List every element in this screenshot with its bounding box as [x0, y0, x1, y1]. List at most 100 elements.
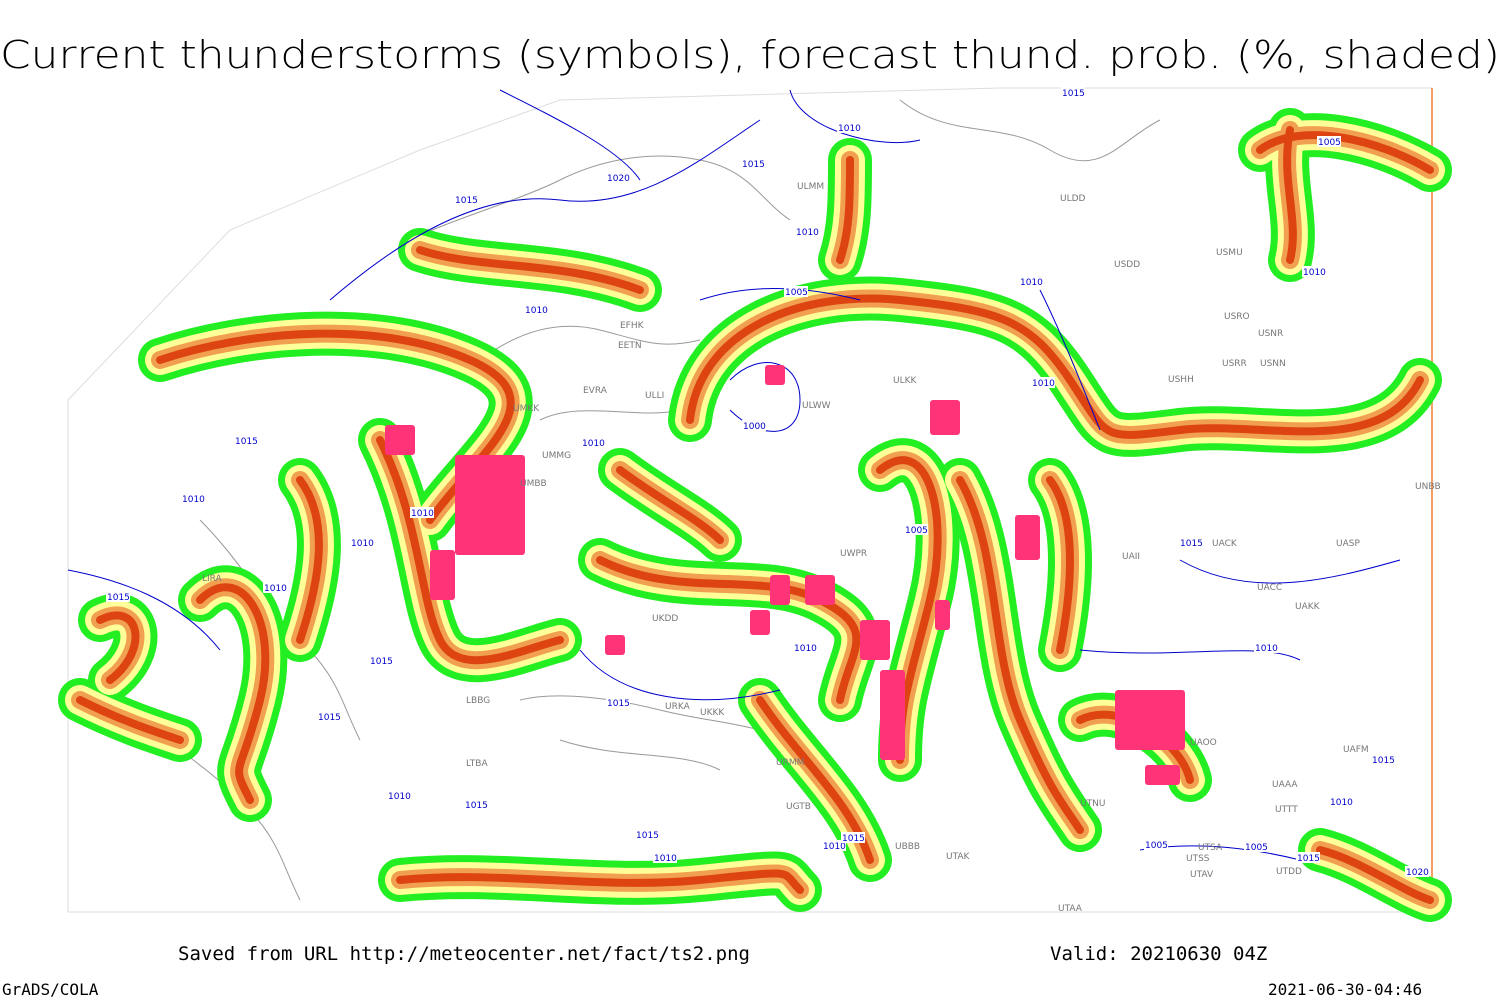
station-label: UTDD: [1276, 867, 1302, 877]
isobar-label: 1010: [411, 509, 434, 519]
isobar-label: 1015: [607, 699, 630, 709]
coastline: [899, 99, 1161, 162]
coastline: [479, 325, 701, 361]
station-label: UKDD: [652, 614, 678, 624]
thunderstorm-symbol: [770, 575, 790, 605]
probability-shading: [96, 611, 140, 684]
isobar-label-bg: [1019, 276, 1043, 287]
isobar-label: 1015: [1297, 854, 1320, 864]
isobar-label: 1010: [351, 539, 374, 549]
isobar-label-bg: [524, 304, 548, 315]
title: Current thunderstorms (symbols), forecas…: [0, 33, 1500, 77]
isobar-label: 1015: [235, 437, 258, 447]
station-label: UTAA: [1058, 904, 1083, 914]
station-label: ULLI: [645, 391, 664, 401]
station-label: EETN: [618, 341, 642, 351]
isobar-label: 1010: [582, 439, 605, 449]
thunderstorm-symbol: [1145, 765, 1180, 785]
isobar-label: 1015: [742, 160, 765, 170]
station-label: EFHK: [620, 321, 645, 331]
isobar-label-bg: [841, 832, 865, 843]
thunderstorm-symbol: [385, 425, 415, 455]
probability-shading: [616, 466, 724, 544]
isobar-label: 1010: [182, 495, 205, 505]
probability-shading: [196, 583, 270, 804]
isobar-label: 1015: [370, 657, 393, 667]
station-label: UACC: [1257, 583, 1282, 593]
coastline: [539, 409, 681, 421]
station-label: UTNU: [1080, 799, 1105, 809]
isobar-label-bg: [1144, 839, 1168, 850]
isobar: [579, 649, 781, 701]
station-label: UACK: [1212, 539, 1238, 549]
isobar-label-bg: [1405, 866, 1429, 877]
isobar-label: 1005: [1318, 138, 1341, 148]
station-label: USRO: [1224, 312, 1250, 322]
station-label: USNR: [1258, 329, 1283, 339]
isobar-label: 1015: [1372, 756, 1395, 766]
isobar: [1079, 649, 1301, 661]
isobar-label: 1015: [318, 713, 341, 723]
probability-shading: [836, 156, 854, 264]
isobar-label: 1010: [1330, 798, 1353, 808]
station-label: UGTB: [786, 802, 811, 812]
isobar-label: 1010: [794, 644, 817, 654]
isobar-label-bg: [1179, 537, 1203, 548]
isobar-label: 1015: [1180, 539, 1203, 549]
station-label: UAFM: [1343, 745, 1369, 755]
isobar-label: 1010: [388, 792, 411, 802]
station-label: ULDD: [1060, 194, 1086, 204]
station-label: UTSA: [1198, 843, 1223, 853]
station-label: UMKK: [513, 404, 540, 414]
probability-shading: [396, 869, 804, 894]
thunderstorm-symbol: [605, 635, 625, 655]
isobar-label-bg: [635, 829, 659, 840]
thunderstorm-symbol: [805, 575, 835, 605]
isobar-label-bg: [350, 537, 374, 548]
isobar-label-bg: [1296, 852, 1320, 863]
isobar-label-bg: [410, 507, 434, 518]
isobar-label: 1000: [743, 422, 766, 432]
isobar-label: 1010: [838, 124, 861, 134]
isobar-label: 1015: [1062, 89, 1085, 99]
probability-shading: [686, 294, 1424, 439]
isobar-label-bg: [387, 790, 411, 801]
isobar-label-bg: [1329, 796, 1353, 807]
isobar-label-bg: [234, 435, 258, 446]
isobar-label-bg: [653, 852, 677, 863]
isobar-label-bg: [369, 655, 393, 666]
station-label: URMM: [776, 758, 804, 768]
station-label: UTAV: [1190, 870, 1214, 880]
probability-shading: [1256, 131, 1434, 174]
probability-shading: [376, 436, 564, 665]
isobar-label: 1010: [264, 584, 287, 594]
isobar-label: 1020: [607, 174, 630, 184]
isobar-label-bg: [317, 711, 341, 722]
isobar-label-bg: [454, 194, 478, 205]
station-label: UWPR: [840, 549, 867, 559]
thunderstorm-symbol: [750, 610, 770, 635]
coastline: [409, 155, 791, 241]
station-label: USNN: [1260, 359, 1286, 369]
isobar: [67, 569, 221, 651]
isobar: [1179, 559, 1401, 584]
station-label: UTAK: [946, 852, 971, 862]
station-label: EVRA: [583, 386, 608, 396]
probability-shading: [76, 696, 184, 744]
isobar-label-bg: [784, 286, 808, 297]
isobar-label: 1015: [636, 831, 659, 841]
station-label: ULWW: [802, 401, 831, 411]
isobar-label-bg: [1061, 87, 1085, 98]
isobar-label: 1015: [842, 834, 865, 844]
isobar-label-bg: [742, 420, 766, 431]
isobar-label-bg: [1254, 642, 1278, 653]
coastline: [519, 695, 761, 731]
probability-shading: [956, 476, 1084, 834]
valid-time: Valid: 20210630 04Z: [1050, 943, 1267, 965]
isobar: [1039, 289, 1101, 431]
isobar-label: 1015: [107, 593, 130, 603]
timestamp: 2021-06-30-04:46: [1268, 980, 1422, 999]
station-label: UASP: [1336, 539, 1360, 549]
station-label: UAKK: [1295, 602, 1321, 612]
